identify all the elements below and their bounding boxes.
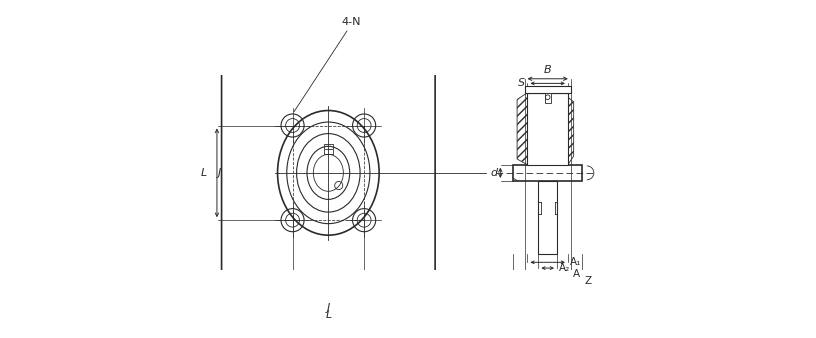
- Bar: [545, 93, 551, 103]
- Text: L: L: [326, 310, 331, 320]
- Bar: [513, 165, 583, 181]
- Text: B: B: [544, 65, 552, 75]
- Bar: [525, 86, 570, 93]
- Text: J: J: [326, 303, 330, 313]
- Text: d: d: [490, 168, 498, 178]
- Bar: [539, 181, 557, 254]
- Text: L: L: [200, 168, 206, 178]
- Text: Z: Z: [584, 276, 592, 286]
- Text: S: S: [518, 78, 526, 88]
- Bar: [293, 125, 364, 220]
- Bar: [527, 93, 568, 165]
- Text: A: A: [573, 269, 580, 280]
- Bar: [530, 101, 565, 162]
- Bar: [324, 144, 333, 154]
- Text: 4-N: 4-N: [342, 17, 361, 27]
- Text: A₁: A₁: [570, 257, 582, 267]
- Text: A₂: A₂: [559, 263, 570, 273]
- Text: J: J: [218, 168, 221, 178]
